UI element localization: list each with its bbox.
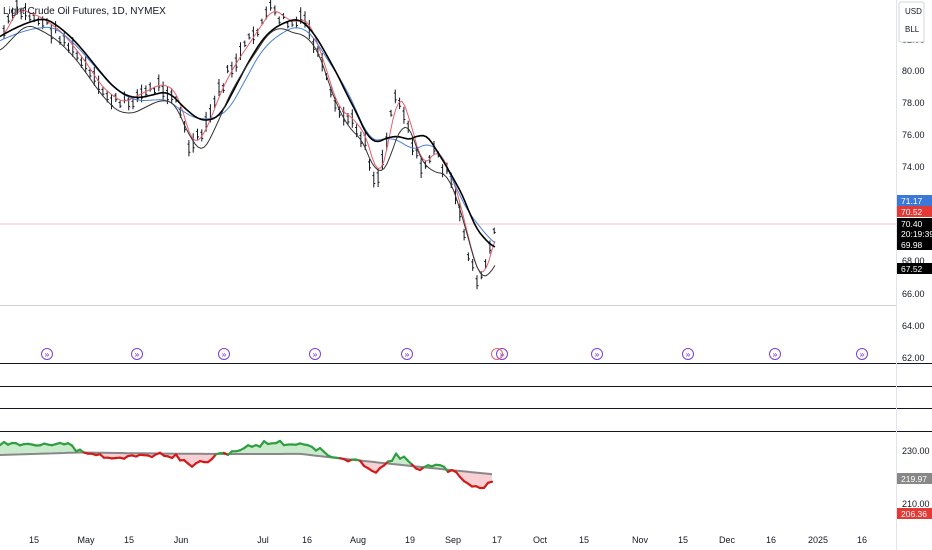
indicator-tag-label: 219.97 [901, 474, 927, 484]
svg-text:»: » [685, 351, 691, 361]
sma-slow-line [0, 26, 496, 244]
event-icon[interactable]: » [682, 348, 694, 361]
price-axis-label: 74.00 [902, 162, 925, 172]
price-tag-label: 67.52 [901, 264, 923, 274]
date-axis-label: 15 [29, 535, 39, 545]
indicator-axis[interactable]: 230.00 210.00 [902, 446, 930, 509]
event-icon[interactable]: » [591, 348, 603, 361]
date-axis-label: Jun [174, 535, 189, 545]
price-axis-label: 62.00 [902, 353, 925, 363]
indicator-tags: 219.97 206.36 [897, 473, 932, 519]
date-axis-label: May [77, 535, 95, 545]
indicator-tag: 219.97 [897, 473, 932, 484]
event-icons-row: »»»»»»»»»» [41, 348, 868, 361]
date-axis-label: 16 [766, 535, 776, 545]
price-tag: 70.52 [897, 206, 932, 217]
indicator-fill-negative [84, 452, 492, 488]
indicator-axis-label: 210.00 [902, 499, 930, 509]
date-axis[interactable]: 15 May 15 Jun Jul 16 Aug 19 Sep 17 Oct 15 Nov 15 Dec 16… [29, 535, 867, 545]
date-axis-label: 15 [678, 535, 688, 545]
svg-text:»: » [859, 351, 865, 361]
indicator-tag-label: 206.36 [901, 509, 927, 519]
unit-label: BLL [905, 25, 920, 34]
date-axis-label: 2025 [808, 535, 828, 545]
price-axis-label: 66.00 [902, 289, 925, 299]
indicator-segment [174, 453, 182, 462]
date-axis-label: Nov [632, 535, 649, 545]
svg-text:»: » [312, 351, 318, 361]
indicator-axis-label: 230.00 [902, 446, 930, 456]
svg-text:»: » [44, 351, 50, 361]
price-tag-label: 20:19:39 [901, 229, 932, 239]
chart-title: Light Crude Oil Futures, 1D, NYMEX [3, 6, 166, 17]
indicator-segment [70, 444, 78, 453]
date-axis-label: 17 [492, 535, 502, 545]
date-axis-label: 16 [302, 535, 312, 545]
event-icon[interactable]: » [218, 348, 230, 361]
event-icon[interactable]: » [856, 348, 868, 361]
event-icon[interactable]: » [309, 348, 321, 361]
indicator-pane[interactable] [0, 439, 494, 490]
price-bars [2, 0, 496, 290]
date-axis-label: Dec [719, 535, 736, 545]
price-tag: 20:19:39 [897, 228, 932, 239]
price-tag: 67.52 [897, 263, 932, 274]
price-axis-label: 76.00 [902, 130, 925, 140]
date-axis-label: 19 [405, 535, 415, 545]
price-tag: 70.40 [897, 218, 932, 229]
price-axis-label: 64.00 [902, 321, 925, 331]
indicator-segment [258, 440, 266, 448]
event-icon-ring [491, 348, 503, 360]
price-pane[interactable]: Light Crude Oil Futures, 1D, NYMEX [0, 0, 896, 290]
date-axis-label: Oct [533, 535, 548, 545]
svg-text:»: » [594, 351, 600, 361]
date-axis-label: Sep [445, 535, 461, 545]
date-axis-label: 15 [124, 535, 134, 545]
price-axis-label: 78.00 [902, 98, 925, 108]
ema-line [0, 18, 496, 248]
indicator-segment [390, 452, 398, 462]
price-tag-label: 70.52 [901, 207, 923, 217]
price-tag-label: 69.98 [901, 240, 923, 250]
event-icon[interactable]: » [131, 348, 143, 361]
currency-selector[interactable]: USD BLL [898, 1, 925, 43]
currency-label: USD [905, 7, 922, 16]
sma-fast-line [0, 9, 496, 273]
date-axis-label: Aug [350, 535, 366, 545]
price-axis-label: 68.00 [902, 256, 925, 266]
price-tag-label: 70.40 [901, 219, 923, 229]
event-icon[interactable]: » [41, 348, 53, 361]
event-icon[interactable]: » [769, 348, 781, 361]
price-tag-label: 71.17 [901, 196, 923, 206]
indicator-main-line [0, 439, 494, 490]
date-axis-label: Jul [257, 535, 269, 545]
price-axis-label: 80.00 [902, 66, 925, 76]
date-axis-label: 16 [857, 535, 867, 545]
ema-secondary-line [0, 25, 496, 277]
price-tag: 71.17 [897, 195, 932, 206]
date-axis-label: 15 [579, 535, 589, 545]
svg-text:»: » [134, 351, 140, 361]
indicator-baseline [0, 451, 493, 476]
svg-text:»: » [404, 351, 410, 361]
svg-text:»: » [772, 351, 778, 361]
event-icon[interactable]: » [401, 348, 413, 361]
svg-text:»: » [221, 351, 227, 361]
indicator-tag: 206.36 [897, 508, 932, 519]
indicator-segment [486, 480, 494, 484]
price-tag: 69.98 [897, 239, 932, 250]
